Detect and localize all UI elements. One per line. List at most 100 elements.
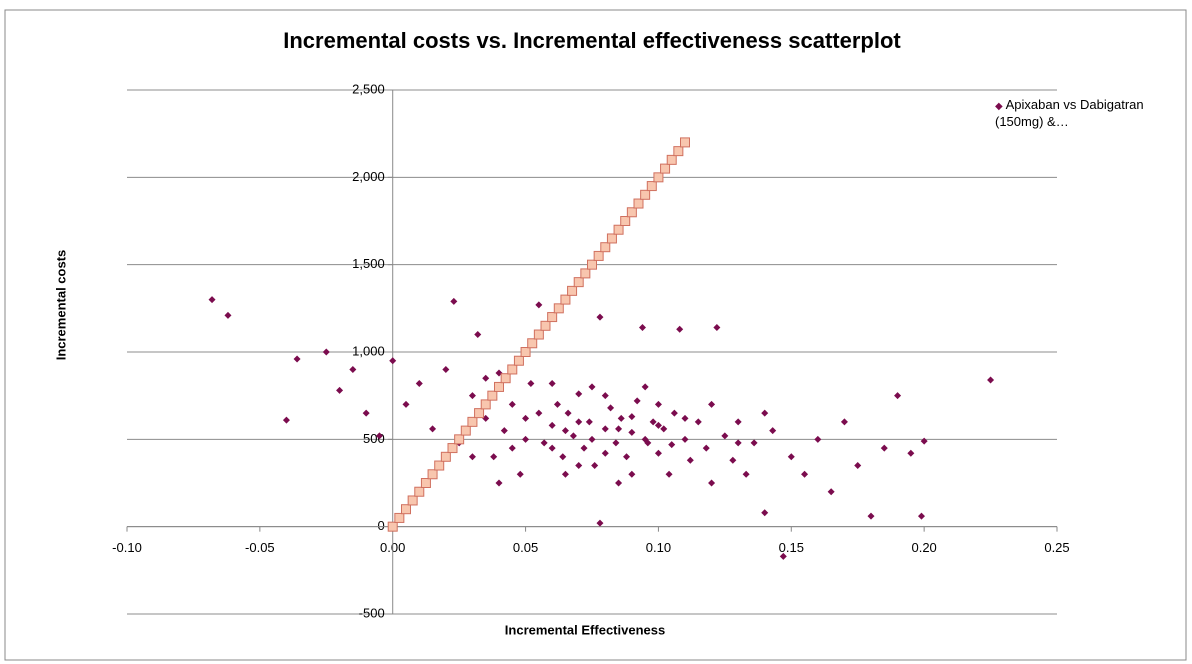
diamond-point bbox=[282, 416, 290, 424]
diamond-point bbox=[840, 418, 848, 426]
square-point bbox=[474, 408, 485, 419]
x-tick-label: 0.15 bbox=[779, 540, 804, 555]
square-point bbox=[487, 390, 498, 401]
diamond-point bbox=[569, 432, 577, 440]
x-tick-label: 0.05 bbox=[513, 540, 538, 555]
square-point bbox=[401, 504, 411, 515]
diamond-point bbox=[548, 379, 556, 387]
square-point bbox=[613, 224, 624, 235]
diamond-point bbox=[508, 400, 516, 408]
diamond-point bbox=[761, 409, 769, 417]
square-point bbox=[606, 233, 617, 244]
y-axis-label: Incremental costs bbox=[53, 250, 68, 361]
diamond-point bbox=[729, 456, 737, 464]
diamond-point bbox=[694, 418, 702, 426]
diamond-point bbox=[641, 383, 649, 391]
diamond-point bbox=[482, 374, 490, 382]
diamond-point bbox=[468, 453, 476, 461]
square-point bbox=[660, 163, 671, 174]
diamond-point bbox=[638, 324, 646, 332]
square-point bbox=[507, 364, 518, 375]
diamond-point bbox=[654, 449, 662, 457]
diamond-point bbox=[415, 379, 423, 387]
square-point bbox=[480, 399, 491, 410]
diamond-point bbox=[665, 470, 673, 478]
x-tick-label: 0.20 bbox=[911, 540, 936, 555]
square-point bbox=[620, 216, 631, 226]
diamond-point bbox=[375, 432, 383, 440]
diamond-point bbox=[553, 400, 561, 408]
square-point bbox=[520, 347, 531, 357]
y-tick-label: 1,000 bbox=[352, 343, 385, 358]
square-point bbox=[553, 303, 564, 314]
square-point bbox=[454, 434, 465, 445]
diamond-point bbox=[628, 413, 636, 421]
diamond-point bbox=[561, 470, 569, 478]
diamond-point bbox=[442, 365, 450, 373]
square-point bbox=[593, 250, 604, 261]
diamond-point bbox=[495, 479, 503, 487]
diamond-point bbox=[349, 365, 357, 373]
diamond-point bbox=[585, 418, 593, 426]
legend-marker: ◆ bbox=[995, 101, 1003, 112]
square-point bbox=[666, 154, 677, 165]
square-point bbox=[494, 381, 504, 392]
diamond-point bbox=[474, 331, 482, 339]
square-point bbox=[447, 443, 458, 454]
diamond-point bbox=[450, 297, 458, 305]
diamond-point bbox=[402, 400, 410, 408]
diamond-point bbox=[561, 427, 569, 435]
diamond-point bbox=[601, 425, 609, 433]
diamond-point bbox=[612, 439, 620, 447]
square-point bbox=[414, 486, 425, 497]
legend: ◆ Apixaban vs Dabigatran (150mg) &… bbox=[995, 97, 1185, 129]
diamond-point bbox=[867, 512, 875, 520]
square-point bbox=[560, 294, 571, 305]
square-point bbox=[653, 172, 664, 183]
chart-title: Incremental costs vs. Incremental effect… bbox=[283, 28, 901, 53]
square-point bbox=[547, 312, 558, 323]
diamond-point bbox=[535, 301, 543, 309]
diamond-point bbox=[641, 435, 649, 443]
diamond-point bbox=[522, 435, 530, 443]
diamond-point bbox=[615, 479, 623, 487]
diamond-point bbox=[676, 325, 684, 333]
diamond-point bbox=[654, 400, 662, 408]
diamond-point bbox=[769, 427, 777, 435]
diamond-point bbox=[654, 421, 662, 429]
square-point bbox=[513, 355, 524, 366]
diamond-point bbox=[713, 324, 721, 332]
y-tick-label: 2,000 bbox=[352, 169, 385, 184]
diamond-point bbox=[224, 311, 232, 319]
y-tick-label: 1,500 bbox=[352, 256, 385, 271]
diamond-point bbox=[734, 418, 742, 426]
square-point bbox=[427, 469, 438, 480]
chart-border bbox=[4, 9, 1187, 661]
diamond-point bbox=[668, 441, 676, 449]
x-tick-label: 0.10 bbox=[646, 540, 671, 555]
diamond-point bbox=[564, 409, 572, 417]
diamond-point bbox=[708, 479, 716, 487]
diamond-point bbox=[548, 421, 556, 429]
diamond-point bbox=[681, 414, 689, 422]
diamond-point bbox=[987, 376, 995, 384]
square-point bbox=[420, 478, 431, 488]
square-point bbox=[680, 137, 690, 148]
diamond-point bbox=[591, 462, 599, 470]
diamond-point bbox=[522, 414, 530, 422]
square-point bbox=[467, 416, 478, 427]
diamond-point bbox=[628, 428, 636, 436]
diamond-point bbox=[293, 355, 301, 363]
x-axis-label: Incremental Effectiveness bbox=[505, 622, 665, 637]
diamond-point bbox=[389, 357, 397, 365]
square-point bbox=[673, 146, 684, 157]
diamond-point bbox=[535, 409, 543, 417]
diamond-point bbox=[623, 453, 631, 461]
diamond-point bbox=[208, 296, 216, 304]
square-point bbox=[626, 207, 637, 218]
y-tick-label: 0 bbox=[377, 518, 384, 533]
diamond-point bbox=[750, 439, 758, 447]
y-tick-label: 500 bbox=[363, 431, 385, 446]
y-tick-label: -500 bbox=[359, 605, 385, 620]
